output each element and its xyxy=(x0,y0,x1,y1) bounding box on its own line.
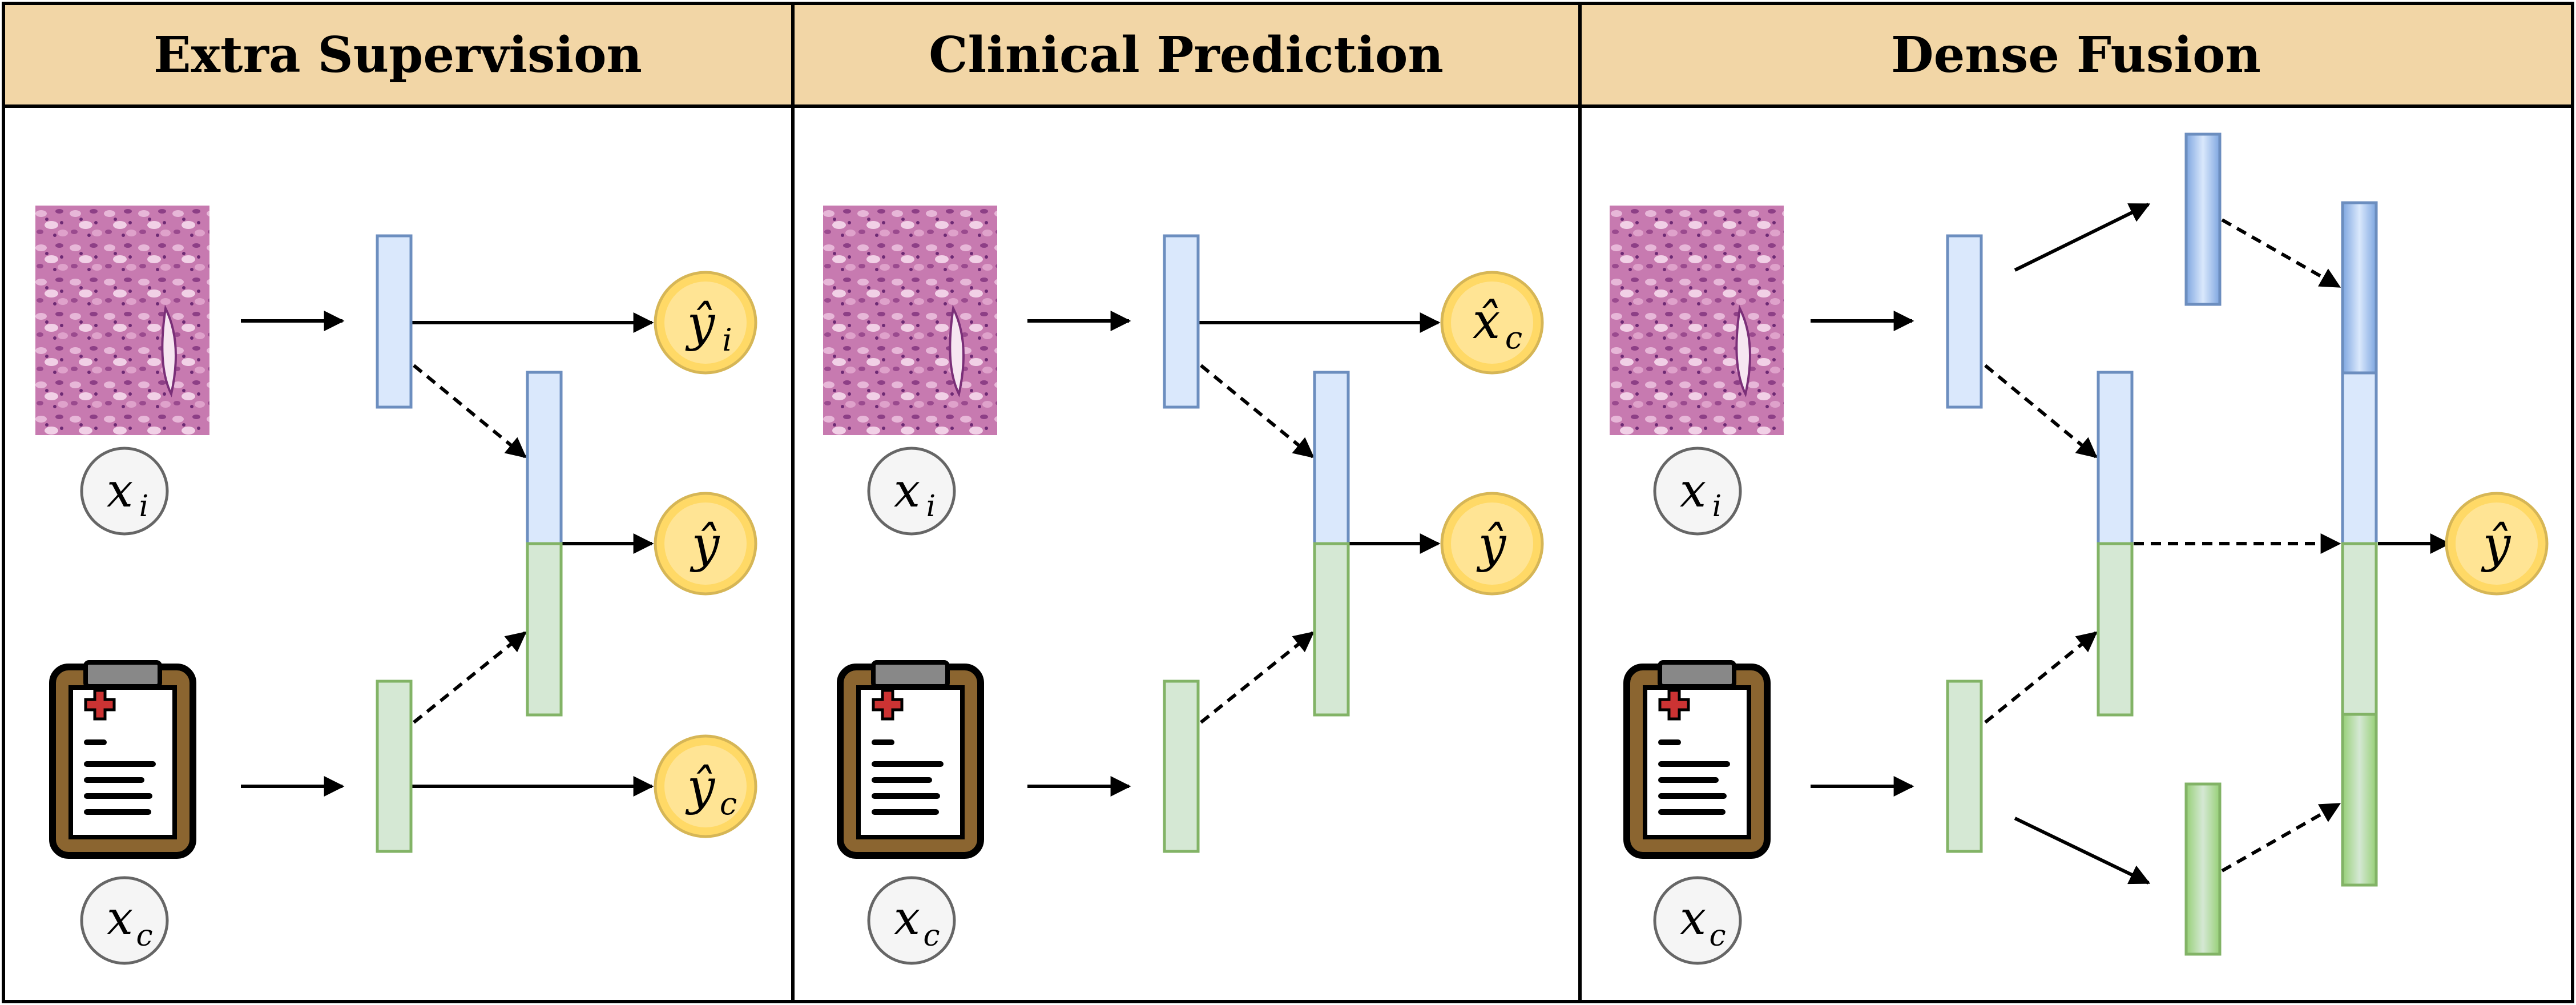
output-y-label: ŷ xyxy=(2481,516,2512,573)
dashed-arrow-side-image-to-concat xyxy=(2221,218,2341,288)
fused-image-block xyxy=(1313,371,1350,545)
concat-block-clinical xyxy=(2341,542,2378,716)
input-x-i-subscript: i xyxy=(1712,489,1722,524)
clipboard-icon xyxy=(837,660,984,859)
input-x-c: x c xyxy=(80,876,169,965)
panel-clinical-prediction: x i x c xyxy=(823,206,1544,965)
output-y-i: ŷ i xyxy=(654,271,757,375)
image-feature-block xyxy=(1946,234,1983,409)
input-x-i-label: x xyxy=(1680,464,1706,518)
input-x-c-subscript: c xyxy=(136,919,152,953)
arrow-image-to-side-block xyxy=(2014,203,2151,272)
dashed-arrow-clinical-to-fused xyxy=(1984,631,2098,724)
header-background-1 xyxy=(3,3,793,106)
output-y: ŷ xyxy=(654,492,757,596)
concat-block-clinical-side xyxy=(2341,713,2378,887)
dashed-arrow-image-to-fused xyxy=(1984,364,2098,459)
output-x-c-hat: x̂ c xyxy=(1440,271,1544,375)
header-background-2 xyxy=(793,3,1580,106)
input-x-c-subscript: c xyxy=(1709,919,1726,953)
fused-clinical-block xyxy=(526,542,563,717)
header-background-3 xyxy=(1580,3,2573,106)
output-y-i-subscript: i xyxy=(722,322,732,358)
side-clinical-block xyxy=(2184,782,2222,956)
clinical-feature-block xyxy=(1946,680,1983,853)
clinical-feature-block xyxy=(376,680,413,853)
histology-gland xyxy=(161,304,177,397)
input-x-i-subscript: i xyxy=(926,489,936,524)
fused-clinical-block xyxy=(2097,542,2134,717)
clipboard-icon xyxy=(49,660,196,859)
fused-image-block xyxy=(2097,371,2134,545)
output-y-c-label: ŷ xyxy=(685,759,716,816)
panel-title-clinical-prediction: Clinical Prediction xyxy=(929,26,1444,84)
input-x-c: x c xyxy=(867,876,956,965)
dashed-arrow-clinical-to-fused xyxy=(1200,631,1315,724)
histology-image xyxy=(1610,206,1784,435)
panel-title-extra-supervision: Extra Supervision xyxy=(154,26,642,84)
concat-block-image-side xyxy=(2341,201,2378,375)
concat-block-image xyxy=(2341,371,2378,545)
output-y-label: ŷ xyxy=(690,516,720,573)
input-x-i: x i xyxy=(1653,447,1742,536)
input-x-c: x c xyxy=(1653,876,1742,965)
dashed-arrow-clinical-to-fused xyxy=(413,631,527,724)
panel-title-dense-fusion: Dense Fusion xyxy=(1891,26,2261,84)
output-y-label: ŷ xyxy=(1476,516,1507,573)
dashed-arrow-image-to-fused xyxy=(1200,364,1315,459)
input-x-i-subscript: i xyxy=(139,489,149,524)
output-y-c: ŷ c xyxy=(654,734,757,838)
input-x-i: x i xyxy=(867,447,956,536)
panel-extra-supervision: x i x c xyxy=(35,206,757,965)
input-x-c-label: x xyxy=(107,891,133,946)
output-y-i-label: ŷ xyxy=(685,295,716,352)
side-image-block xyxy=(2184,132,2222,306)
fused-clinical-block xyxy=(1313,542,1350,717)
histology-gland xyxy=(1735,304,1751,397)
fused-image-block xyxy=(526,371,563,545)
image-feature-block xyxy=(376,234,413,409)
arrow-clinical-to-side-block xyxy=(2014,817,2151,885)
output-y-c-subscript: c xyxy=(720,786,737,822)
image-feature-block xyxy=(1163,234,1200,409)
dashed-arrow-side-clinical-to-concat xyxy=(2221,802,2341,873)
histology-gland xyxy=(949,304,965,397)
output-y: ŷ xyxy=(2445,492,2549,596)
input-x-i-label: x xyxy=(894,464,920,518)
output-x-c-hat-subscript: c xyxy=(1505,320,1522,356)
panel-dense-fusion: x i x c xyxy=(1610,132,2549,965)
input-x-i: x i xyxy=(80,447,169,536)
clipboard-icon xyxy=(1623,660,1771,859)
output-y: ŷ xyxy=(1440,492,1544,596)
input-x-c-subscript: c xyxy=(923,919,940,953)
histology-image xyxy=(823,206,997,435)
dashed-arrow-image-to-fused xyxy=(413,364,527,459)
input-x-i-label: x xyxy=(107,464,133,518)
output-x-c-hat-label: x̂ xyxy=(1473,293,1501,350)
histology-image xyxy=(35,206,209,435)
clinical-feature-block xyxy=(1163,680,1200,853)
input-x-c-label: x xyxy=(894,891,920,946)
input-x-c-label: x xyxy=(1680,891,1706,946)
